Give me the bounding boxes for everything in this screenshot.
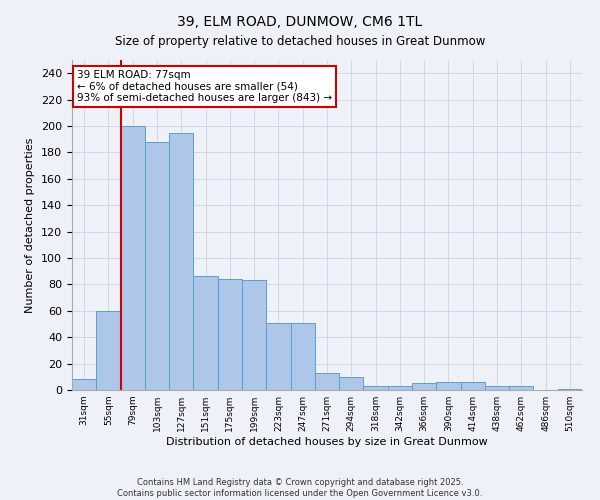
- Bar: [193, 276, 218, 390]
- Y-axis label: Number of detached properties: Number of detached properties: [25, 138, 35, 312]
- Bar: [121, 126, 145, 390]
- Bar: [412, 384, 436, 390]
- Bar: [242, 280, 266, 390]
- Text: Contains HM Land Registry data © Crown copyright and database right 2025.
Contai: Contains HM Land Registry data © Crown c…: [118, 478, 482, 498]
- Bar: [436, 382, 461, 390]
- Bar: [145, 142, 169, 390]
- Bar: [364, 386, 388, 390]
- Text: 39, ELM ROAD, DUNMOW, CM6 1TL: 39, ELM ROAD, DUNMOW, CM6 1TL: [178, 15, 422, 29]
- Bar: [461, 382, 485, 390]
- Bar: [96, 311, 121, 390]
- X-axis label: Distribution of detached houses by size in Great Dunmow: Distribution of detached houses by size …: [166, 437, 488, 447]
- Bar: [266, 322, 290, 390]
- Bar: [339, 377, 364, 390]
- Bar: [509, 386, 533, 390]
- Bar: [558, 388, 582, 390]
- Bar: [485, 386, 509, 390]
- Bar: [72, 380, 96, 390]
- Bar: [315, 373, 339, 390]
- Bar: [218, 279, 242, 390]
- Text: Size of property relative to detached houses in Great Dunmow: Size of property relative to detached ho…: [115, 35, 485, 48]
- Bar: [388, 386, 412, 390]
- Bar: [290, 322, 315, 390]
- Text: 39 ELM ROAD: 77sqm
← 6% of detached houses are smaller (54)
93% of semi-detached: 39 ELM ROAD: 77sqm ← 6% of detached hous…: [77, 70, 332, 103]
- Bar: [169, 132, 193, 390]
